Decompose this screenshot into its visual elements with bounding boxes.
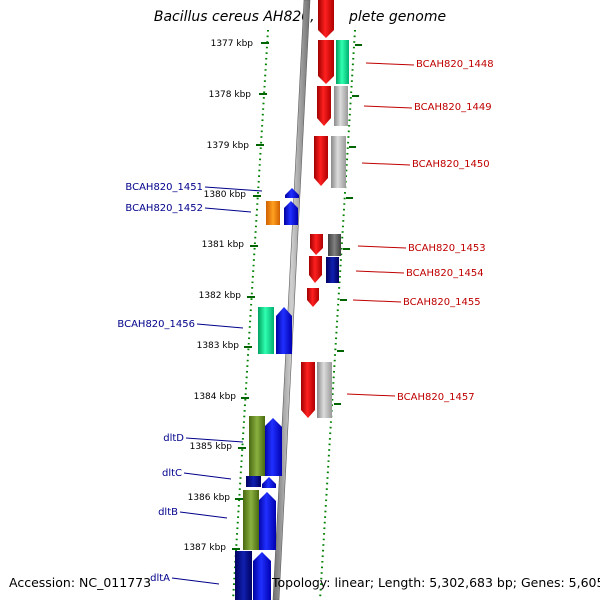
gene-arrow-forward[interactable] — [318, 40, 334, 84]
gene-label[interactable]: BCAH820_1454 — [406, 268, 484, 279]
gene-arrow-reverse[interactable] — [264, 418, 282, 476]
cog-bar — [258, 307, 274, 354]
gene-arrow-forward[interactable] — [317, 86, 331, 126]
gene-label[interactable]: BCAH820_1453 — [408, 243, 486, 254]
scale-tick-label: 1387 kbp — [184, 543, 227, 553]
label-leader-line — [179, 511, 228, 519]
gene-arrow-forward[interactable] — [309, 256, 322, 283]
cog-bar — [249, 416, 265, 476]
right-gene-labels: BCAH820_1448 BCAH820_1449 BCAH820_1450 B… — [346, 59, 494, 403]
forward-genes — [301, 0, 349, 418]
label-leader-line — [171, 577, 220, 585]
gene-arrow-reverse[interactable] — [253, 552, 271, 600]
gene-label[interactable]: BCAH820_1457 — [397, 392, 475, 403]
label-leader-line — [346, 393, 396, 397]
right-scale-ticks — [334, 44, 362, 405]
gene-label[interactable]: dltC — [162, 468, 182, 479]
scale-tick-label: 1378 kbp — [209, 90, 252, 100]
gene-arrow-reverse[interactable] — [262, 477, 276, 488]
label-leader-line — [361, 162, 411, 166]
label-leader-line — [365, 62, 415, 66]
scale-tick-label: 1377 kbp — [211, 39, 254, 49]
cog-bar — [334, 86, 348, 126]
scale-tick-label: 1382 kbp — [199, 291, 242, 301]
gene-label[interactable]: BCAH820_1449 — [414, 102, 492, 113]
label-leader-line — [196, 323, 244, 329]
reverse-genes — [235, 188, 299, 600]
scale-ticks: 1377 kbp 1378 kbp 1379 kbp 1380 kbp 1381… — [184, 39, 269, 553]
cog-bar — [331, 136, 346, 188]
label-leader-line — [363, 105, 413, 109]
gene-label[interactable]: BCAH820_1451 — [125, 182, 203, 193]
cog-bar — [328, 234, 341, 256]
gene-label[interactable]: BCAH820_1456 — [117, 319, 195, 330]
scale-tick-label: 1379 kbp — [207, 141, 250, 151]
label-leader-line — [185, 437, 244, 443]
gene-label[interactable]: BCAH820_1452 — [125, 203, 203, 214]
gene-label[interactable]: BCAH820_1450 — [412, 159, 490, 170]
gene-label[interactable]: dltD — [163, 433, 184, 444]
cog-bar — [334, 0, 348, 36]
gene-label[interactable]: BCAH820_1448 — [416, 59, 494, 70]
cog-bar — [336, 40, 349, 84]
scale-tick-label: 1381 kbp — [202, 240, 245, 250]
gene-arrow-forward[interactable] — [310, 234, 323, 255]
gene-arrow-reverse[interactable] — [258, 492, 276, 550]
gene-arrow-reverse[interactable] — [285, 188, 299, 198]
genome-summary-text: Topology: linear; Length: 5,302,683 bp; … — [272, 575, 600, 590]
gene-label[interactable]: dltA — [150, 573, 170, 584]
gene-arrow-reverse[interactable] — [284, 201, 298, 225]
cog-bar — [243, 490, 259, 550]
label-leader-line — [204, 207, 252, 213]
genome-backbone — [272, 0, 311, 600]
gene-arrow-reverse[interactable] — [276, 307, 292, 354]
gene-label[interactable]: dltB — [158, 507, 178, 518]
cog-bar — [235, 551, 252, 600]
left-gene-labels: BCAH820_1451 BCAH820_1452 BCAH820_1456 d… — [117, 182, 263, 585]
scale-tick-label: 1383 kbp — [197, 341, 240, 351]
label-leader-line — [357, 245, 407, 249]
cog-bar — [317, 362, 332, 418]
gene-arrow-forward[interactable] — [318, 0, 334, 38]
scale-tick-label: 1384 kbp — [194, 392, 237, 402]
genome-title: Bacillus cereus AH820, complete genome — [153, 9, 447, 25]
gene-arrow-forward[interactable] — [301, 362, 315, 418]
label-leader-line — [204, 186, 263, 192]
label-leader-line — [355, 270, 405, 274]
scale-tick-label: 1386 kbp — [188, 493, 231, 503]
cog-bar — [326, 257, 339, 283]
label-leader-line — [183, 472, 232, 480]
gene-arrow-forward[interactable] — [307, 288, 319, 307]
scale-tick-label: 1385 kbp — [190, 442, 233, 452]
gene-label[interactable]: BCAH820_1455 — [403, 297, 481, 308]
label-leader-line — [352, 299, 402, 303]
cog-bar — [246, 476, 261, 487]
gene-arrow-forward[interactable] — [314, 136, 328, 186]
cog-bar — [266, 201, 280, 225]
scale-tick-label: 1380 kbp — [204, 190, 247, 200]
accession-text: Accession: NC_011773 — [9, 575, 152, 590]
